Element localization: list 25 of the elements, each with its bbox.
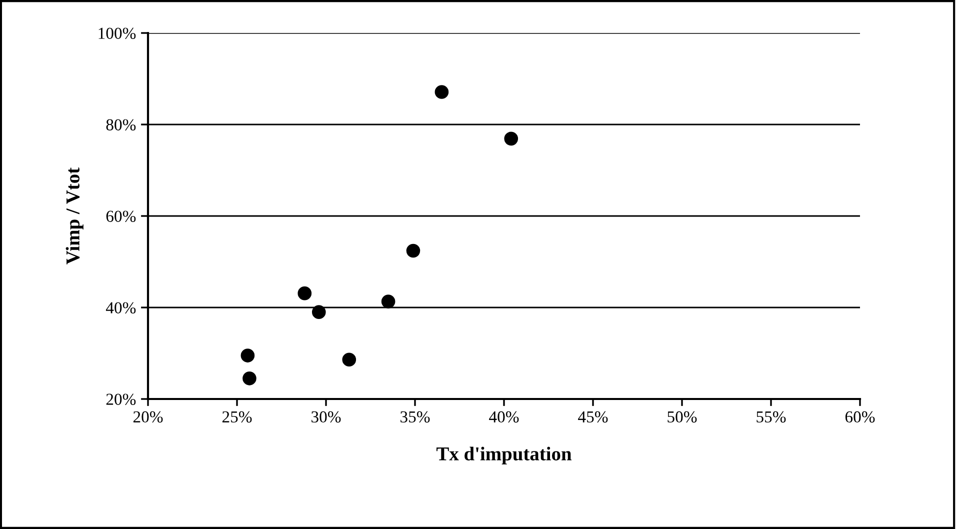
point (504, 132, 518, 146)
y-tick-label: 40% (106, 302, 136, 314)
x-tick-label: 25% (222, 411, 252, 423)
x-tick-label: 50% (668, 411, 697, 423)
point (342, 352, 356, 367)
y-axis-title: Vimp / Vtot (66, 167, 84, 264)
x-tick-label: 35% (400, 411, 430, 423)
x-tick-label: 20% (133, 411, 163, 423)
point (406, 244, 420, 258)
x-tick-label: 55% (756, 411, 786, 423)
x-tick-label: 45% (578, 411, 608, 423)
point (434, 85, 449, 99)
point (312, 305, 326, 319)
point (381, 294, 396, 308)
y-tick-label: 20% (106, 394, 136, 405)
x-axis-title: Tx d'imputation (436, 446, 572, 464)
point (240, 348, 255, 362)
y-tick-label: 100% (98, 28, 136, 39)
point (242, 372, 256, 386)
x-tick-label: 30% (312, 411, 341, 423)
x-tick-label: 40% (489, 411, 519, 423)
y-tick-label: 80% (106, 119, 136, 130)
y-tick-label: 60% (106, 210, 136, 222)
x-tick-label: 60% (845, 411, 875, 423)
point (298, 286, 312, 300)
